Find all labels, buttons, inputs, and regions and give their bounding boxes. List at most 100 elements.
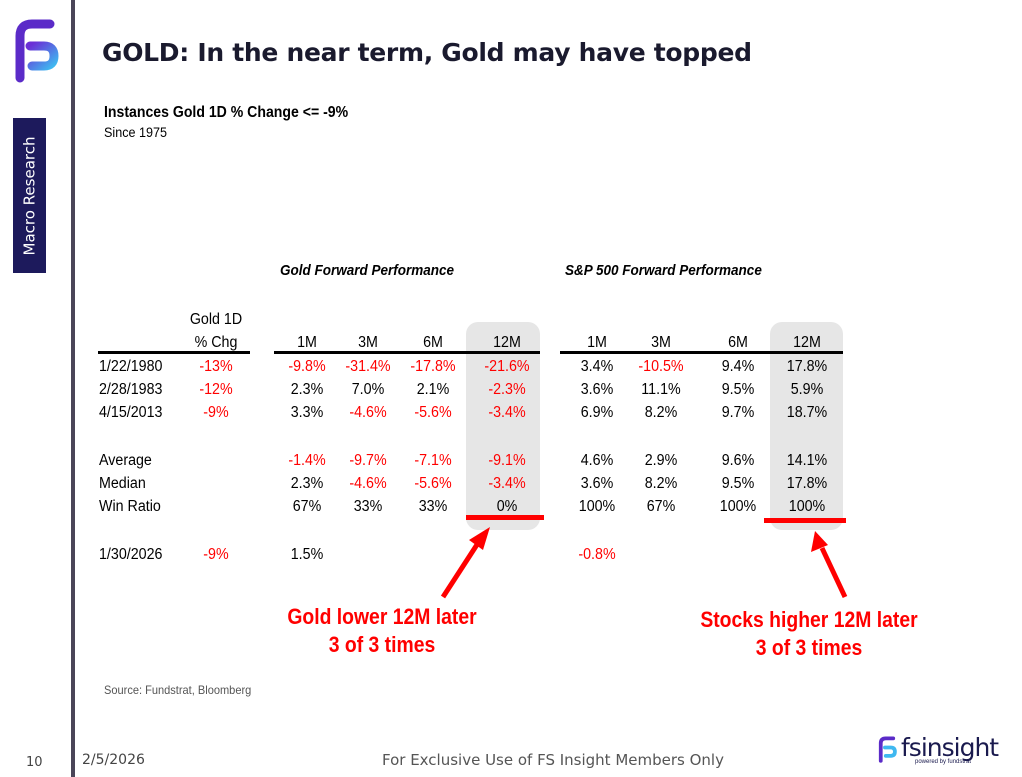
gold-stat-cell: -1.4% [288,452,326,469]
page-number: 10 [26,755,43,770]
fs-logo-icon [15,19,59,83]
gold-col-header-12m: 12M [493,334,521,351]
header-rule-left [98,351,250,354]
current-date-label: 1/30/2026 [99,546,163,563]
gold-perf-cell: 2.3% [290,381,324,398]
gold-col-header-1m: 1M [297,334,317,351]
row-date-label: 4/15/2013 [99,404,163,421]
spx-section-title: S&P 500 Forward Performance [565,262,762,279]
gold-perf-cell: 2.1% [416,381,450,398]
spx-stat-cell: 2.9% [644,452,678,469]
spx-stat-cell: 17.8% [786,475,828,492]
gold-stat-cell: 33% [418,498,448,515]
spx-perf-cell: 9.5% [721,381,755,398]
current-gold-1d-chg: -9% [203,546,229,563]
spx-perf-cell: 18.7% [786,404,828,421]
brand-logo: fsinsight powered by fundstrat [876,733,999,765]
gold-perf-cell: 7.0% [351,381,385,398]
spx-perf-cell: 8.2% [644,404,678,421]
footer-date: 2/5/2026 [82,752,145,768]
spx-perf-cell: 17.8% [786,358,828,375]
gold-perf-cell: -3.4% [488,404,526,421]
spx-perf-cell: -10.5% [638,358,684,375]
spx-stat-cell: 100% [788,498,826,515]
section-label-text: Macro Research [20,136,39,255]
gold-arrow-icon [440,527,490,599]
spx-perf-cell: 6.9% [580,404,614,421]
spx-col-header-6m: 6M [728,334,748,351]
spx-stat-cell: 3.6% [580,475,614,492]
spx-stat-cell: 100% [719,498,757,515]
brand-tagline: powered by fundstrat [915,759,972,765]
gold-stat-cell: 67% [292,498,322,515]
gold-col-header-3m: 3M [358,334,378,351]
gold-perf-cell: -5.6% [414,404,452,421]
spx-callout-line2: 3 of 3 times [755,635,863,660]
gold-stat-cell: 33% [353,498,383,515]
row-gold-1d-chg: -9% [203,404,229,421]
stat-label: Average [99,452,152,469]
spx-col-header-1m: 1M [587,334,607,351]
gold-callout: Gold lower 12M later 3 of 3 times [276,603,487,659]
gold-stat-cell: 2.3% [290,475,324,492]
gold-stat-cell: -3.4% [488,475,526,492]
section-label: Macro Research [13,118,46,273]
vertical-divider [71,0,75,777]
spx-stat-cell: 14.1% [786,452,828,469]
page-title: GOLD: In the near term, Gold may have to… [102,38,752,67]
spx-perf-cell: 3.4% [580,358,614,375]
spx-stat-cell: 9.5% [721,475,755,492]
row-date-label: 1/22/1980 [99,358,163,375]
source-note: Source: Fundstrat, Bloomberg [104,683,252,697]
spx-col-header-3m: 3M [651,334,671,351]
gold-callout-line2: 3 of 3 times [328,632,436,657]
since-note: Since 1975 [104,124,168,140]
gold-stat-cell: 0% [496,498,518,515]
gold-stat-cell: -5.6% [414,475,452,492]
fs-brand-icon [878,736,897,763]
row-gold-1d-chg: -12% [199,381,233,398]
gold-callout-line1: Gold lower 12M later [287,604,477,629]
spx-perf-cell: 9.4% [721,358,755,375]
gold-stat-cell: -9.7% [349,452,387,469]
header-rule-spx [560,351,843,354]
spx-arrow-icon [811,531,848,599]
spx-stat-cell: 9.6% [721,452,755,469]
spx-stat-cell: 8.2% [644,475,678,492]
gold-stat-cell: -4.6% [349,475,387,492]
gold-section-title: Gold Forward Performance [280,262,455,279]
gold-perf-cell: -9.8% [288,358,326,375]
gold-stat-cell: -9.1% [488,452,526,469]
row-gold-1d-chg: -13% [199,358,233,375]
spx-perf-cell: 9.7% [721,404,755,421]
spx-12m-highlight [770,322,843,530]
stat-label: Median [99,475,146,492]
gold-perf-cell: -2.3% [488,381,526,398]
spx-perf-cell: 11.1% [641,381,681,398]
stat-label: Win Ratio [99,498,161,515]
spx-stat-cell: 100% [578,498,616,515]
spx-perf-cell: 5.9% [790,381,824,398]
gold-perf-cell: -21.6% [484,358,530,375]
chg-header-line2: % Chg [194,334,238,351]
gold-perf-cell: -4.6% [349,404,387,421]
brand-name: fsinsight [901,733,999,762]
footer-disclaimer: For Exclusive Use of FS Insight Members … [382,751,724,769]
gold-perf-cell: -17.8% [410,358,456,375]
gold-stat-cell: -7.1% [414,452,452,469]
spx-col-header-12m: 12M [793,334,821,351]
gold-12m-underline [466,515,544,520]
row-date-label: 2/28/1983 [99,381,163,398]
spx-perf-cell: 3.6% [580,381,614,398]
gold-12m-highlight [466,322,540,530]
gold-col-header-6m: 6M [423,334,443,351]
gold-perf-cell: -31.4% [345,358,391,375]
spx-callout: Stocks higher 12M later 3 of 3 times [691,606,927,662]
chg-header-line1: Gold 1D [189,311,243,328]
table-subtitle: Instances Gold 1D % Change <= -9% [104,104,349,121]
current-gold-perf-cell: 1.5% [290,546,324,563]
gold-perf-cell: 3.3% [290,404,324,421]
spx-stat-cell: 4.6% [580,452,614,469]
spx-callout-line1: Stocks higher 12M later [700,607,918,632]
spx-12m-underline [764,518,846,523]
